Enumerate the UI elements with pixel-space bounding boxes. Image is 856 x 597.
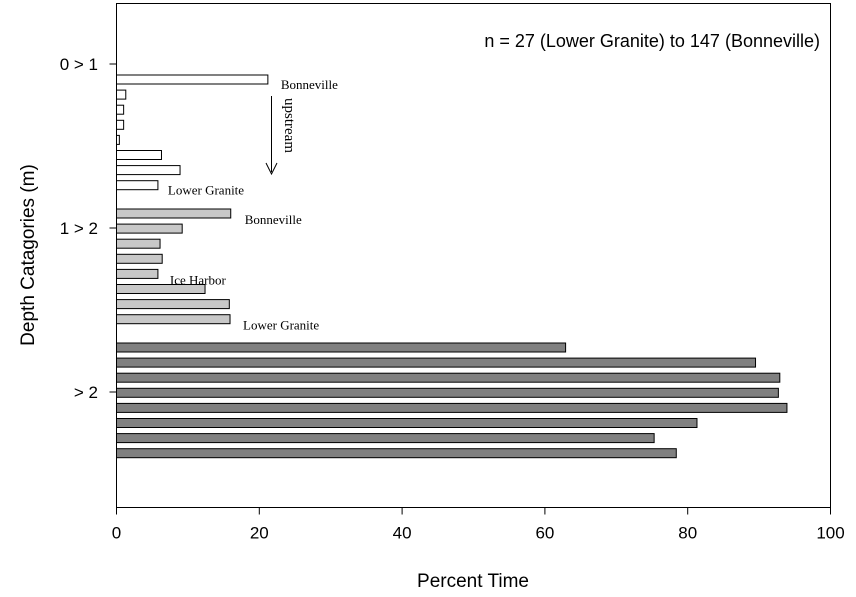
bar [116, 433, 655, 444]
bars [116, 74, 788, 459]
bar [116, 418, 698, 428]
x-tick-label: 60 [535, 524, 554, 543]
y-tick-label: 1 > 2 [60, 219, 98, 238]
bar [116, 74, 269, 85]
y-tick-label: 0 > 1 [60, 55, 98, 74]
bar-label: Bonneville [281, 77, 338, 92]
bar [116, 165, 181, 176]
y-axis: 0 > 1 1 > 2 > 2 [60, 55, 117, 402]
x-tick-label: 20 [250, 524, 269, 543]
bar [116, 402, 788, 413]
bar [116, 253, 163, 264]
x-axis: 0 20 40 60 80 100 [112, 507, 845, 543]
bar [116, 314, 231, 325]
bar [116, 89, 127, 100]
bar [116, 268, 159, 279]
bar-label: Lower Granite [243, 318, 319, 333]
bar-label: Lower Granite [168, 183, 244, 198]
bar [116, 342, 567, 353]
chart-annotation: n = 27 (Lower Granite) to 147 (Bonnevill… [484, 31, 820, 51]
bar [116, 372, 781, 383]
x-tick-label: 100 [816, 524, 844, 543]
bar [116, 180, 159, 191]
bar [116, 134, 120, 145]
bar [116, 299, 230, 310]
bar [116, 150, 162, 160]
bar [116, 357, 757, 368]
bar-label: Bonneville [245, 212, 302, 227]
bar [116, 208, 232, 219]
y-tick-label: > 2 [74, 383, 98, 402]
bar [116, 284, 206, 294]
upstream-arrow [265, 96, 278, 176]
bar [116, 119, 125, 130]
bar [116, 104, 125, 115]
y-axis-label: Depth Catagories (m) [18, 164, 39, 346]
bar [116, 448, 677, 459]
bar [116, 223, 183, 234]
x-tick-label: 0 [112, 524, 121, 543]
bar [116, 238, 161, 249]
bar [116, 387, 779, 398]
x-tick-label: 80 [678, 524, 697, 543]
bar-label: Ice Harbor [170, 272, 227, 287]
upstream-label: upstream [281, 98, 297, 153]
x-tick-label: 40 [393, 524, 412, 543]
x-axis-label: Percent Time [417, 571, 529, 592]
